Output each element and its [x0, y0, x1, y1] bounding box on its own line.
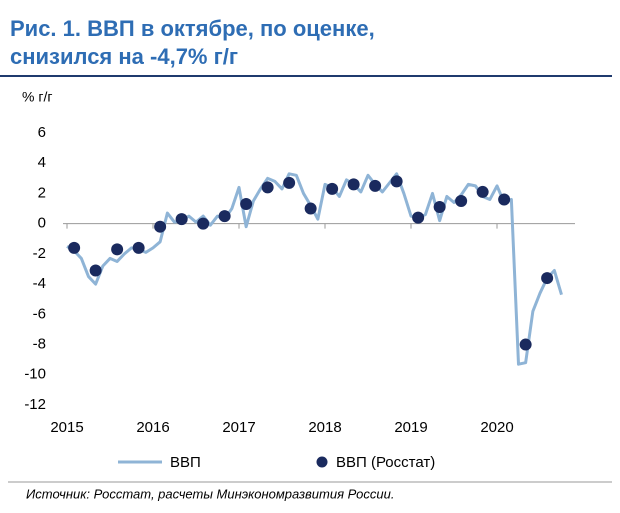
- x-tick-label: 2018: [308, 419, 341, 436]
- legend-label: ВВП: [170, 454, 201, 471]
- data-point: [390, 175, 403, 188]
- x-tick-label: 2015: [50, 419, 83, 436]
- chart-title: Рис. 1. ВВП в октябре, по оценке,: [10, 16, 375, 41]
- data-point: [197, 217, 210, 230]
- y-tick-label: 6: [38, 124, 46, 141]
- data-point: [175, 213, 188, 226]
- data-point: [519, 338, 532, 351]
- chart-title: снизился на -4,7% г/г: [10, 44, 238, 69]
- y-tick-label: -12: [24, 396, 46, 413]
- data-point: [326, 182, 339, 195]
- y-tick-label: -10: [24, 366, 46, 383]
- data-point: [541, 272, 554, 285]
- x-tick-label: 2019: [394, 419, 427, 436]
- y-tick-label: -2: [33, 245, 46, 262]
- data-point: [68, 241, 81, 254]
- data-point: [433, 201, 446, 214]
- data-point: [111, 243, 124, 256]
- data-point: [498, 193, 511, 206]
- data-point: [455, 195, 468, 207]
- x-tick-label: 2017: [222, 419, 255, 436]
- data-point: [283, 176, 296, 189]
- y-axis-label: % г/г: [22, 89, 52, 105]
- data-point: [347, 178, 360, 191]
- data-point: [412, 211, 425, 224]
- y-tick-label: -8: [33, 336, 46, 353]
- data-point: [218, 210, 231, 223]
- y-tick-label: 2: [38, 184, 46, 201]
- x-tick-label: 2020: [480, 419, 513, 436]
- data-point: [261, 181, 274, 194]
- x-tick-label: 2016: [136, 419, 169, 436]
- y-tick-label: -6: [33, 305, 46, 322]
- data-point: [476, 185, 489, 198]
- data-point: [304, 202, 317, 215]
- data-point: [369, 179, 382, 192]
- source: Источник: Росстат, расчеты Минэкономразв…: [26, 486, 394, 501]
- legend-swatch: [316, 456, 328, 468]
- data-point: [154, 220, 167, 233]
- y-tick-label: 4: [38, 154, 46, 171]
- y-tick-label: 0: [38, 215, 46, 232]
- y-tick-label: -4: [33, 275, 46, 292]
- data-point: [240, 198, 253, 211]
- data-point: [89, 264, 102, 277]
- legend-label: ВВП (Росстат): [336, 454, 435, 471]
- data-point: [132, 241, 145, 254]
